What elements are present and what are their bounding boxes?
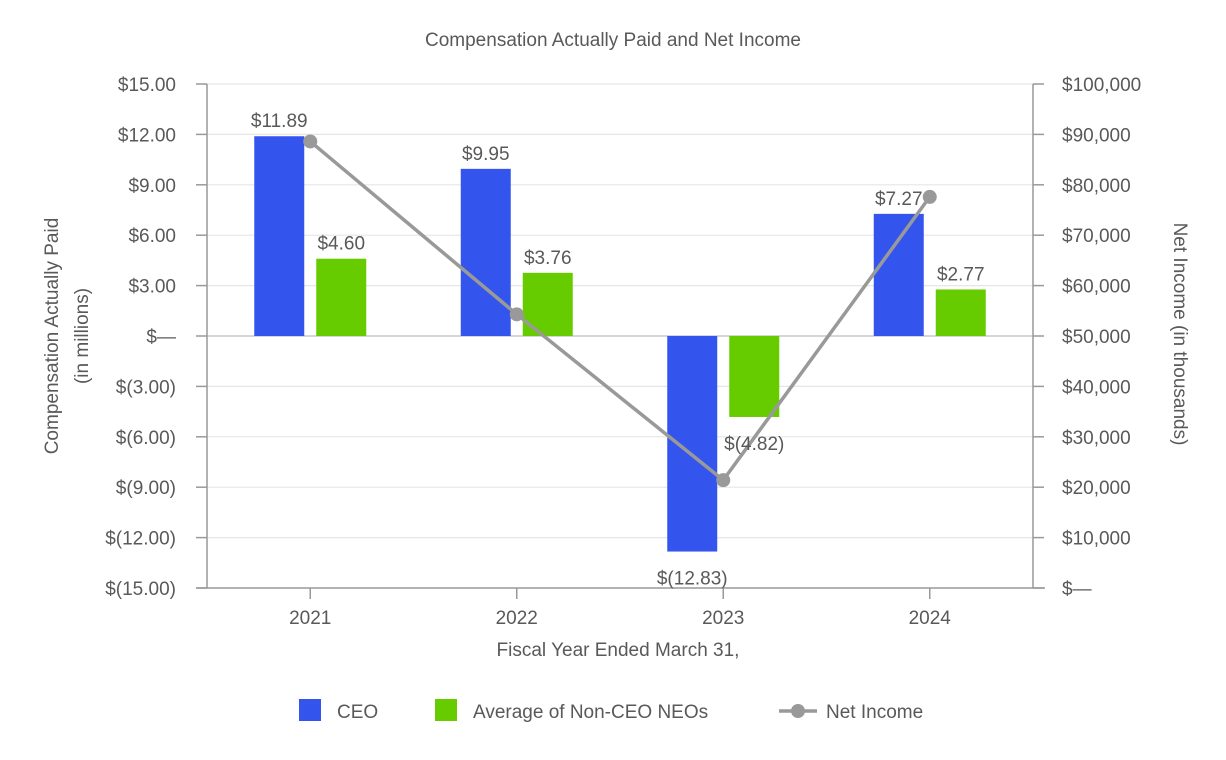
left-tick-label: $(15.00) bbox=[105, 579, 176, 600]
right-tick-label: $50,000 bbox=[1062, 327, 1131, 348]
bar-label-ceo: $7.27 bbox=[875, 189, 923, 210]
left-tick-label: $6.00 bbox=[128, 226, 176, 247]
bar-label-non-ceo: $3.76 bbox=[524, 248, 572, 269]
left-tick-label: $9.00 bbox=[128, 176, 176, 197]
legend-label-non-ceo: Average of Non-CEO NEOs bbox=[473, 702, 708, 723]
legend-swatch-non-ceo bbox=[435, 699, 457, 721]
x-tick-label: 2021 bbox=[289, 608, 331, 629]
bars-layer bbox=[254, 136, 986, 552]
bar-label-non-ceo: $(4.82) bbox=[724, 434, 784, 455]
right-tick-label: $70,000 bbox=[1062, 226, 1131, 247]
right-tick-label: $10,000 bbox=[1062, 529, 1131, 550]
left-tick-label: $(3.00) bbox=[116, 377, 176, 398]
legend-marker-net-income bbox=[791, 704, 805, 718]
right-tick-label: $40,000 bbox=[1062, 377, 1131, 398]
left-axis-title-line2: (in millions) bbox=[72, 288, 93, 384]
bar-ceo bbox=[667, 336, 718, 552]
bar-ceo bbox=[873, 213, 924, 336]
net-income-point bbox=[509, 307, 524, 322]
left-axis-title: Compensation Actually Paid (in millions) bbox=[42, 218, 93, 455]
legend-label-net-income: Net Income bbox=[826, 702, 923, 723]
x-axis-ticks: 2021 2022 2023 2024 bbox=[289, 588, 951, 629]
bar-ceo bbox=[460, 168, 511, 336]
right-axis-title: Net Income (in thousands) bbox=[1169, 223, 1190, 446]
bar-ceo bbox=[254, 136, 305, 336]
net-income-line bbox=[309, 140, 932, 483]
chart-title: Compensation Actually Paid and Net Incom… bbox=[425, 30, 801, 51]
net-income-point bbox=[922, 189, 937, 204]
left-axis-title-line1: Compensation Actually Paid bbox=[42, 218, 63, 455]
x-tick-label: 2024 bbox=[909, 608, 952, 629]
bar-label-ceo: $11.89 bbox=[251, 111, 308, 132]
right-tick-label: $100,000 bbox=[1062, 75, 1141, 96]
bar-non-ceo bbox=[729, 336, 780, 417]
left-tick-label: $15.00 bbox=[118, 75, 176, 96]
left-tick-label: $(6.00) bbox=[116, 428, 176, 449]
right-axis-ticks: $100,000 $90,000 $80,000 $70,000 $60,000 $50,… bbox=[1033, 75, 1141, 600]
right-tick-label: $30,000 bbox=[1062, 428, 1131, 449]
bar-label-non-ceo: $2.77 bbox=[937, 264, 985, 285]
x-tick-label: 2023 bbox=[702, 608, 744, 629]
bar-label-ceo: $(12.83) bbox=[657, 569, 728, 590]
bar-label-ceo: $9.95 bbox=[462, 144, 510, 165]
right-tick-label: $20,000 bbox=[1062, 478, 1131, 499]
bar-labels-layer: $11.89 $9.95 $(12.83) $7.27 $4.60 $3.76 $(4.82… bbox=[251, 111, 985, 589]
bar-label-non-ceo: $4.60 bbox=[317, 234, 365, 255]
left-axis-ticks: $15.00 $12.00 $9.00 $6.00 $3.00 $— $(3.00) $(6.… bbox=[105, 75, 207, 600]
legend-swatch-ceo bbox=[299, 699, 321, 721]
net-income-point bbox=[716, 473, 731, 488]
right-tick-label: $90,000 bbox=[1062, 125, 1131, 146]
x-tick-label: 2022 bbox=[496, 608, 538, 629]
legend-label-ceo: CEO bbox=[337, 702, 378, 723]
x-axis-title: Fiscal Year Ended March 31, bbox=[497, 640, 740, 661]
right-tick-label: $— bbox=[1062, 579, 1092, 600]
legend: CEO Average of Non-CEO NEOs Net Income bbox=[299, 699, 923, 723]
bar-non-ceo bbox=[935, 289, 986, 336]
left-tick-label: $(12.00) bbox=[105, 529, 176, 550]
left-tick-label: $12.00 bbox=[118, 125, 176, 146]
net-income-layer bbox=[303, 134, 937, 488]
bar-non-ceo bbox=[316, 258, 367, 336]
left-tick-label: $(9.00) bbox=[116, 478, 176, 499]
right-tick-label: $80,000 bbox=[1062, 176, 1131, 197]
net-income-point bbox=[303, 134, 318, 149]
left-tick-label: $— bbox=[146, 327, 176, 348]
left-tick-label: $3.00 bbox=[128, 277, 176, 298]
right-tick-label: $60,000 bbox=[1062, 277, 1131, 298]
